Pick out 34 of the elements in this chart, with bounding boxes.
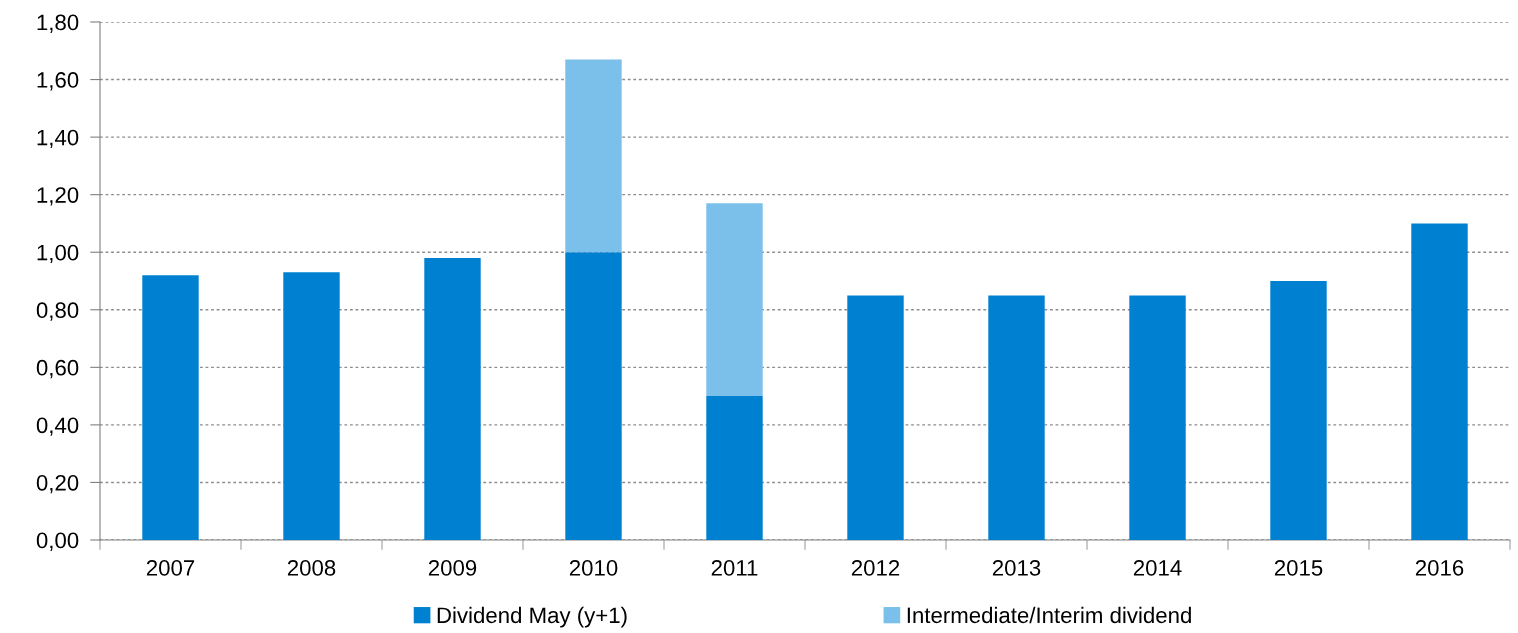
y-tick-label: 0,40 — [36, 417, 79, 436]
x-tick-label: 2013 — [992, 560, 1041, 576]
x-tick-label: 2007 — [146, 560, 195, 576]
x-tick-label: 2015 — [1274, 560, 1323, 576]
x-tick-label: 2012 — [851, 560, 900, 576]
bar — [706, 203, 763, 397]
x-tick-label: 2009 — [428, 560, 477, 576]
bar — [988, 295, 1045, 540]
bar — [283, 272, 340, 540]
x-tick-label: 2014 — [1133, 560, 1182, 576]
bar — [565, 59, 622, 253]
y-tick-label: 0,60 — [36, 359, 79, 379]
bar — [1129, 295, 1186, 540]
y-tick-label: 0,00 — [36, 532, 79, 551]
bar — [706, 396, 763, 540]
y-tick-label: 1,60 — [37, 72, 79, 91]
y-tick-label: 1,20 — [37, 187, 79, 206]
y-tick-label: 0,80 — [36, 302, 79, 321]
y-tick-label: 1,40 — [37, 129, 79, 149]
x-tick-label: 2010 — [569, 560, 618, 576]
bar — [424, 257, 481, 540]
y-tick-label: 1,80 — [37, 14, 79, 33]
bar — [1270, 281, 1327, 540]
x-tick-label: 2016 — [1415, 560, 1464, 576]
y-tick-label: 1,00 — [37, 244, 79, 264]
bar — [1411, 223, 1468, 540]
bar — [142, 275, 199, 540]
legend-label: Intermediate/Interim dividend — [907, 606, 1191, 624]
y-tick-label: 0,20 — [36, 474, 79, 494]
bar — [565, 252, 622, 540]
bar — [847, 295, 904, 540]
x-tick-label: 2011 — [711, 560, 758, 576]
legend-label: Dividend May (y+1) — [437, 606, 627, 628]
x-tick-label: 2008 — [287, 560, 336, 576]
